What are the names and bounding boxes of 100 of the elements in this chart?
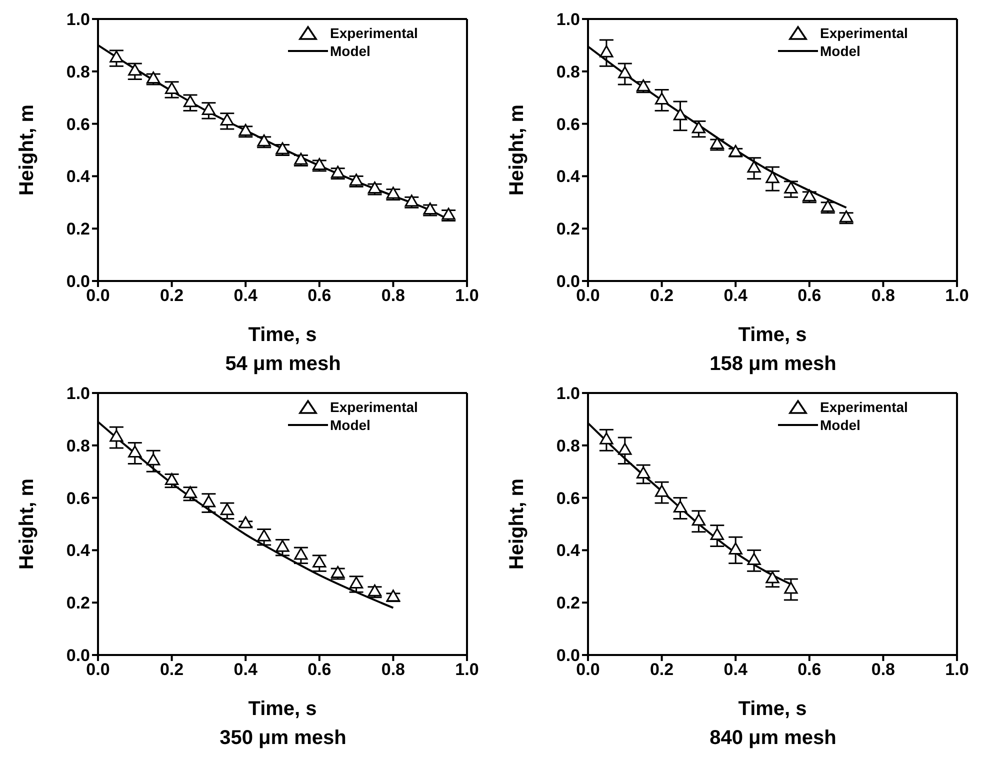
- y-tick-label: 0.2: [556, 594, 580, 613]
- point: [220, 113, 234, 126]
- y-tick-label: 0.4: [66, 541, 91, 560]
- point: [110, 430, 124, 442]
- x-tick-label: 0.4: [234, 660, 258, 680]
- point: [349, 576, 364, 589]
- point: [728, 144, 742, 157]
- point: [618, 66, 632, 78]
- x-tick-label: 0.0: [576, 660, 600, 680]
- point: [238, 516, 252, 528]
- text: 350 μm mesh: [218, 727, 348, 750]
- text: 158 μm mesh: [708, 353, 838, 376]
- point: [600, 432, 614, 444]
- point: [692, 514, 706, 526]
- y-tick-label: 0.8: [556, 62, 580, 82]
- point: [202, 495, 216, 508]
- point: [784, 582, 798, 594]
- x-tick-label: 0.8: [381, 660, 406, 680]
- x-tick-label: 0.4: [234, 286, 258, 306]
- y-tick-label: 0.6: [556, 114, 580, 134]
- x-axis-title: Time, s: [248, 324, 317, 346]
- x-tick-label: 0.2: [160, 286, 184, 306]
- point: [183, 95, 198, 108]
- y-axis-title: Height, m: [506, 478, 528, 570]
- point: [110, 50, 124, 63]
- x-tick-label: 0.6: [308, 660, 332, 680]
- x-tick-label: 0.6: [798, 286, 822, 306]
- x-tick-label: 0.2: [160, 660, 184, 680]
- y-axis-title: Height, m: [16, 104, 38, 196]
- y-tick-label: 0.4: [556, 541, 581, 560]
- text: 840 μm mesh: [708, 727, 838, 750]
- x-tick-label: 0.4: [724, 660, 748, 680]
- point: [600, 45, 614, 58]
- legend-label: Experimental: [820, 398, 908, 416]
- legend-label: Experimental: [820, 24, 908, 42]
- legend-label: Model: [330, 416, 370, 434]
- x-tick-label: 0.2: [650, 286, 674, 306]
- x-tick-label: 0.8: [381, 286, 406, 306]
- x-tick-label: 0.0: [576, 286, 600, 306]
- point: [673, 108, 688, 120]
- point: [766, 171, 780, 184]
- point: [747, 552, 761, 565]
- point: [146, 453, 160, 466]
- x-tick-label: 0.2: [650, 660, 674, 680]
- x-tick-label: 0.8: [871, 660, 896, 680]
- x-tick-label: 1.0: [945, 660, 969, 680]
- x-axis-title: Time, s: [738, 324, 807, 346]
- point: [784, 182, 798, 194]
- y-tick-label: 0.4: [66, 167, 91, 186]
- y-tick-label: 1.0: [66, 384, 90, 404]
- y-tick-label: 0.8: [66, 436, 90, 456]
- point: [202, 102, 216, 115]
- x-tick-label: 1.0: [455, 286, 479, 306]
- legend-label: Model: [820, 42, 860, 60]
- y-tick-label: 0.8: [556, 436, 580, 456]
- x-tick-label: 0.0: [86, 660, 110, 680]
- x-tick-label: 1.0: [455, 660, 479, 680]
- point: [257, 529, 271, 542]
- point: [728, 542, 742, 554]
- point: [636, 466, 650, 478]
- y-tick-label: 0.6: [556, 488, 580, 508]
- x-axis-title: Time, s: [248, 698, 317, 720]
- y-tick-label: 1.0: [556, 384, 580, 404]
- y-tick-label: 0.4: [556, 167, 581, 186]
- point: [164, 473, 179, 486]
- x-tick-label: 0.6: [308, 286, 332, 306]
- y-tick-label: 0.8: [66, 62, 90, 82]
- legend-label: Model: [330, 42, 370, 60]
- point: [312, 556, 326, 568]
- point: [747, 160, 761, 173]
- point: [710, 528, 724, 540]
- y-tick-label: 0.2: [66, 594, 90, 613]
- x-tick-label: 0.4: [724, 286, 748, 306]
- point: [128, 64, 142, 76]
- point: [654, 92, 669, 104]
- point: [766, 571, 780, 584]
- point: [654, 484, 669, 497]
- y-tick-label: 1.0: [66, 10, 90, 30]
- text: 54 μm mesh: [224, 353, 342, 376]
- y-tick-label: 1.0: [556, 10, 580, 30]
- x-axis-title: Time, s: [738, 698, 807, 720]
- point: [673, 500, 688, 513]
- point: [220, 503, 234, 516]
- y-tick-label: 0.6: [66, 114, 90, 134]
- x-tick-label: 0.6: [798, 660, 822, 680]
- point: [386, 590, 400, 602]
- point: [294, 548, 308, 560]
- x-tick-label: 0.0: [86, 286, 110, 306]
- y-axis-title: Height, m: [506, 104, 528, 196]
- y-tick-label: 0.6: [66, 488, 90, 508]
- point: [128, 445, 142, 458]
- point: [618, 442, 632, 455]
- legend-label: Experimental: [330, 398, 418, 416]
- x-tick-label: 1.0: [945, 286, 969, 306]
- legend-label: Experimental: [330, 24, 418, 42]
- legend-label: Model: [820, 416, 860, 434]
- y-axis-title: Height, m: [16, 478, 38, 570]
- x-tick-label: 0.8: [871, 286, 896, 306]
- point: [276, 540, 290, 552]
- y-tick-label: 0.2: [556, 220, 580, 239]
